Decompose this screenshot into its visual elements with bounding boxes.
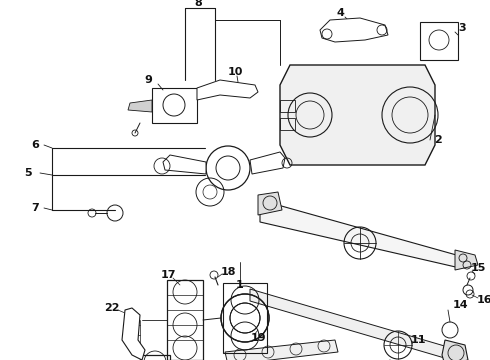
Text: 3: 3 (458, 23, 466, 33)
Polygon shape (280, 65, 435, 165)
Polygon shape (455, 250, 478, 270)
Bar (152, 88, 197, 123)
Text: 22: 22 (104, 303, 120, 313)
Text: 17: 17 (160, 270, 176, 280)
Polygon shape (320, 18, 388, 42)
Text: 10: 10 (227, 67, 243, 77)
Polygon shape (197, 80, 258, 100)
Polygon shape (225, 340, 338, 360)
Polygon shape (258, 192, 282, 215)
Polygon shape (128, 100, 152, 112)
Text: 16: 16 (476, 295, 490, 305)
Bar (223, 283, 267, 353)
Text: 1: 1 (236, 280, 244, 290)
Polygon shape (250, 152, 285, 174)
Bar (420, 22, 458, 60)
Bar (140, 355, 170, 360)
Text: 4: 4 (336, 8, 344, 18)
Text: 19: 19 (250, 333, 266, 343)
Text: 5: 5 (24, 168, 32, 178)
Polygon shape (442, 340, 468, 360)
Text: 6: 6 (31, 140, 39, 150)
Bar (167, 280, 203, 360)
Text: 15: 15 (470, 263, 486, 273)
Polygon shape (163, 155, 206, 174)
Bar (280, 100, 295, 112)
Text: 18: 18 (220, 267, 236, 277)
Polygon shape (250, 289, 465, 360)
Text: 8: 8 (194, 0, 202, 8)
Text: 14: 14 (452, 300, 468, 310)
Bar (280, 118, 295, 130)
Polygon shape (122, 308, 145, 360)
Text: 7: 7 (31, 203, 39, 213)
Text: 11: 11 (410, 335, 426, 345)
Polygon shape (260, 200, 460, 268)
Text: 9: 9 (144, 75, 152, 85)
Text: 2: 2 (434, 135, 442, 145)
